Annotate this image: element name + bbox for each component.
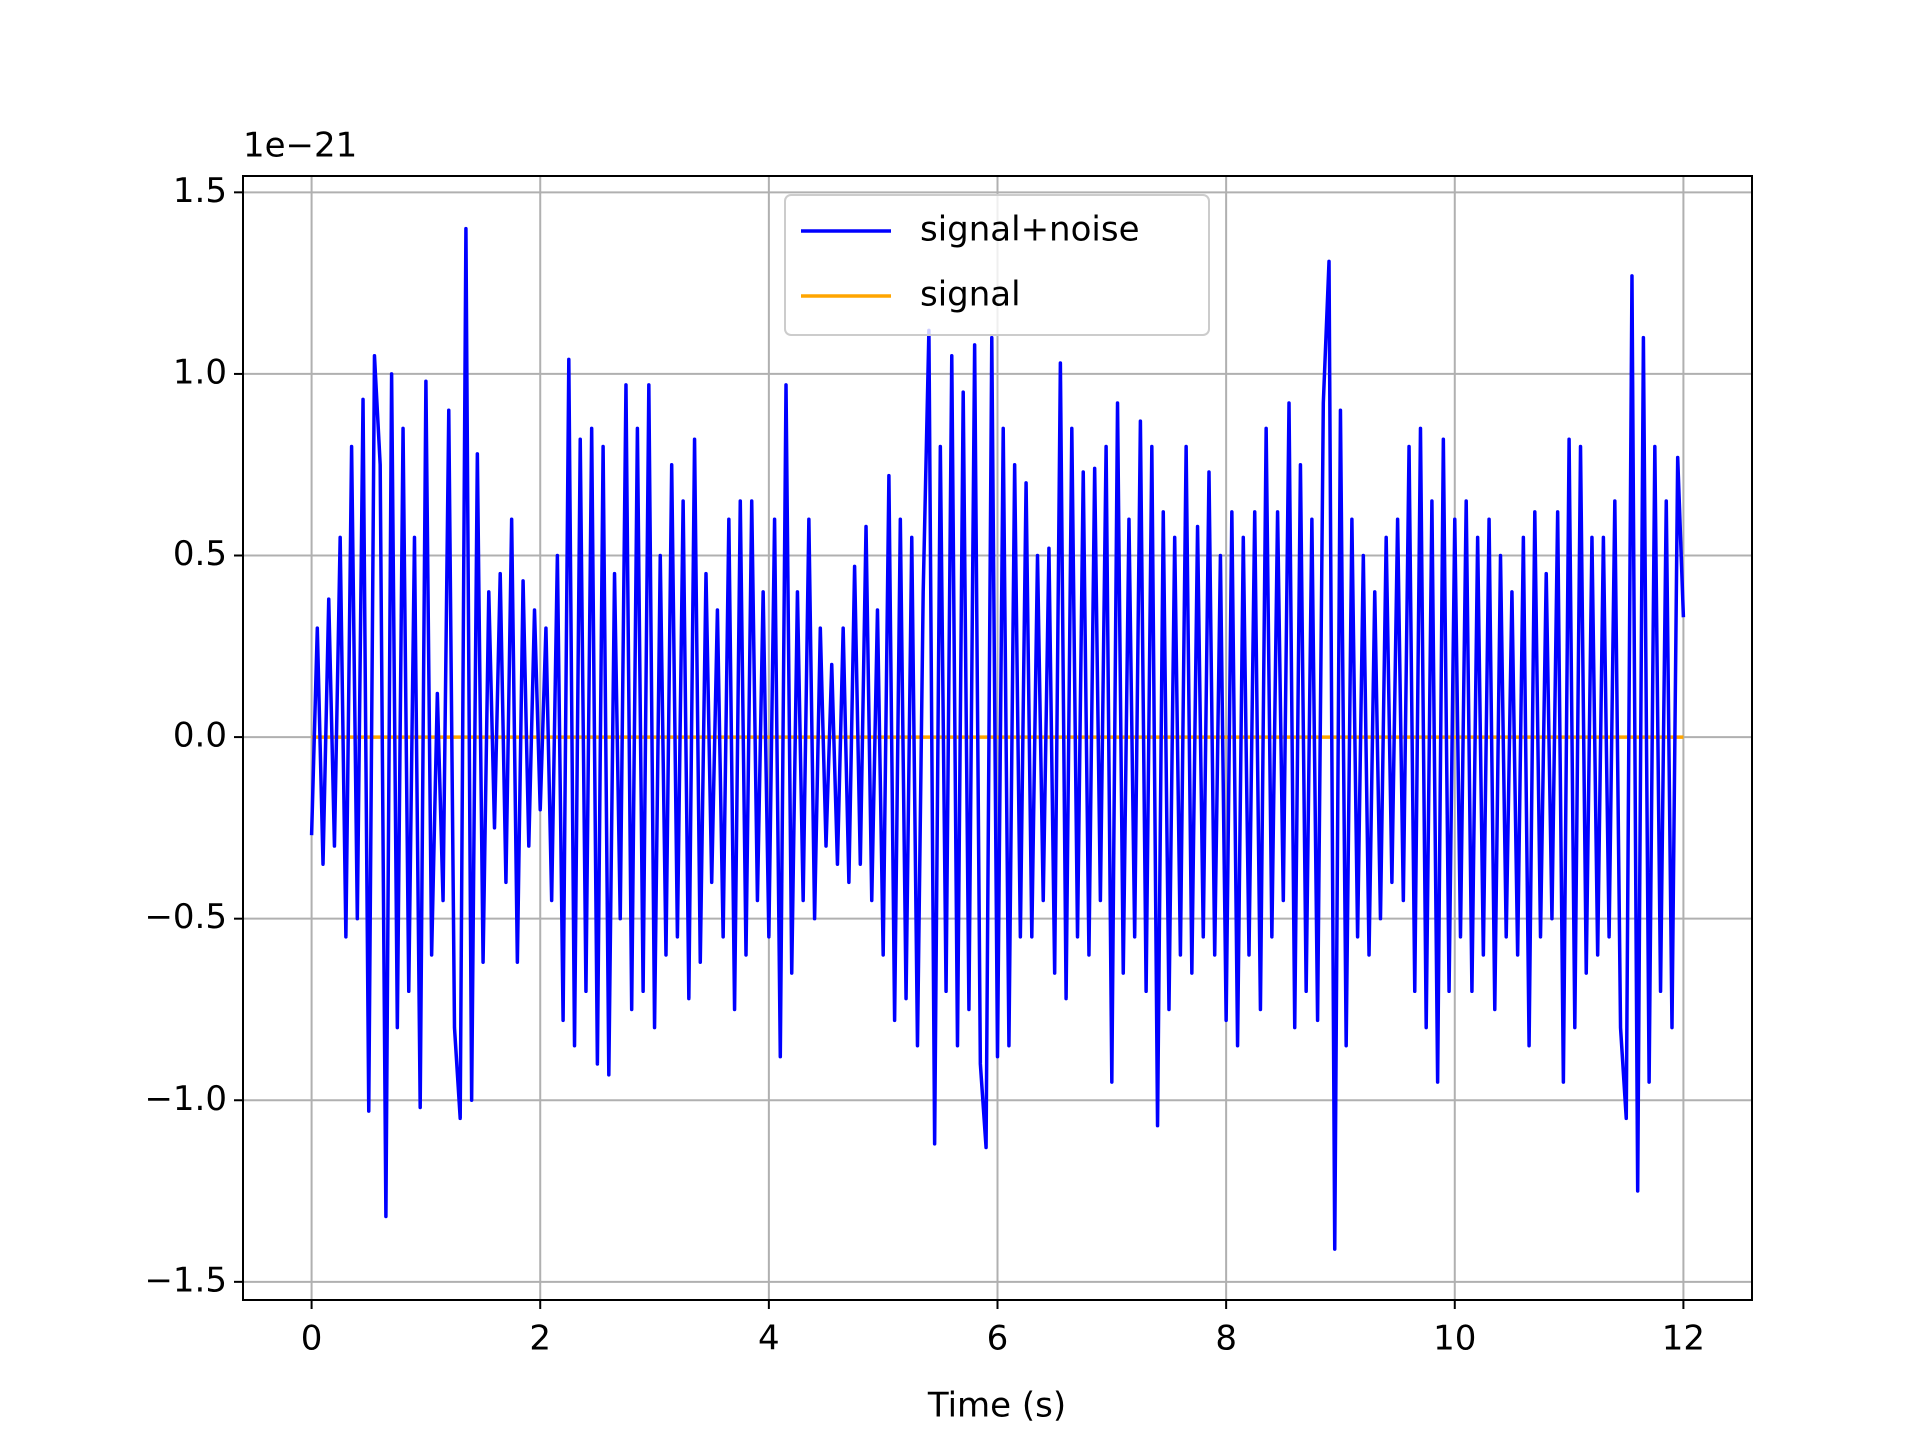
y-tick-label: 0.0 <box>173 716 227 756</box>
x-tick-label: 0 <box>301 1319 323 1359</box>
x-tick-label: 4 <box>758 1319 780 1359</box>
y-tick-label: 1.5 <box>173 171 227 211</box>
axes-frame <box>242 175 1753 1301</box>
y-tick-label: −1.5 <box>144 1260 227 1300</box>
x-tick-label: 6 <box>987 1319 1009 1359</box>
offset-text: 1e−21 <box>243 126 357 166</box>
x-axis-label: Time (s) <box>927 1386 1066 1426</box>
x-tick-label: 8 <box>1215 1319 1237 1359</box>
y-tick-label: −1.0 <box>144 1079 227 1119</box>
legend-label: signal <box>920 275 1021 315</box>
y-tick-label: 0.5 <box>173 534 227 574</box>
x-tick-label: 2 <box>529 1319 551 1359</box>
x-tick-label: 10 <box>1433 1319 1476 1359</box>
legend-label: signal+noise <box>920 210 1140 250</box>
data-line <box>309 226 1686 1251</box>
x-tick-label: 12 <box>1662 1319 1705 1359</box>
y-tick-label: −0.5 <box>144 897 227 937</box>
y-tick-label: 1.0 <box>173 352 227 392</box>
